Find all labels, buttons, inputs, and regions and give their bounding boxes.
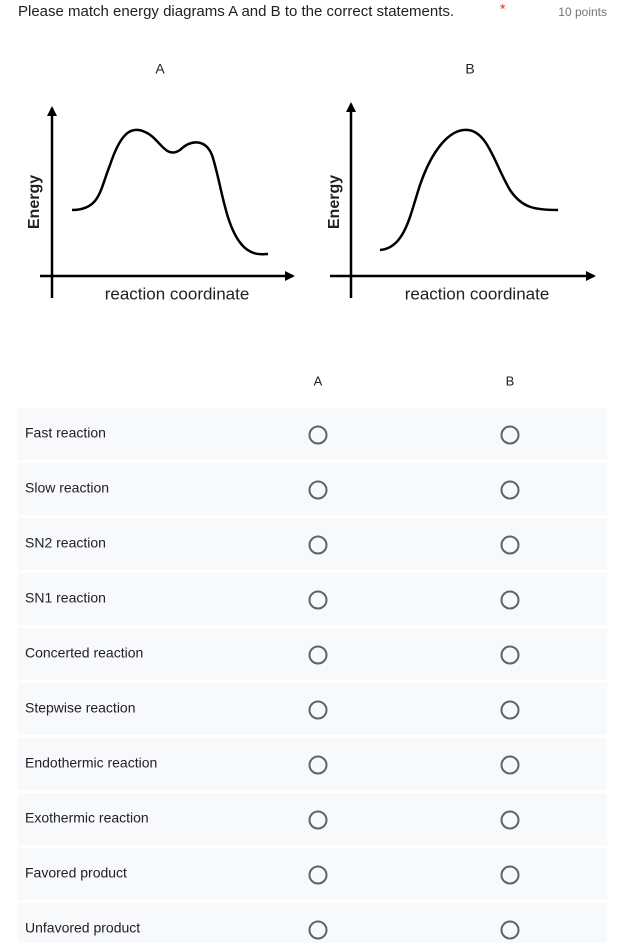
- radio-button[interactable]: [308, 480, 328, 500]
- radio-button[interactable]: [308, 645, 328, 665]
- column-header: A: [314, 373, 323, 388]
- column-header: B: [506, 373, 515, 388]
- row-label: Exothermic reaction: [25, 810, 149, 826]
- row-label: SN1 reaction: [25, 590, 106, 606]
- radio-button[interactable]: [308, 755, 328, 775]
- grid-row: [18, 463, 607, 515]
- x-axis-label: reaction coordinate: [105, 284, 250, 303]
- energy-curve: [71, 128, 269, 256]
- grid-row: [18, 793, 607, 845]
- radio-button[interactable]: [500, 755, 520, 775]
- row-label: Concerted reaction: [25, 645, 143, 661]
- grid-row: [18, 738, 607, 790]
- radio-button[interactable]: [308, 810, 328, 830]
- radio-button[interactable]: [308, 590, 328, 610]
- radio-button[interactable]: [500, 810, 520, 830]
- radio-button[interactable]: [500, 425, 520, 445]
- grid-row: [18, 573, 607, 625]
- radio-button[interactable]: [500, 480, 520, 500]
- radio-button[interactable]: [500, 920, 520, 940]
- row-label: Unfavored product: [25, 920, 140, 936]
- x-axis-label: reaction coordinate: [405, 284, 550, 303]
- radio-button[interactable]: [500, 645, 520, 665]
- diagram-a: A Energy reaction coordinate: [26, 61, 295, 303]
- grid-row: [18, 683, 607, 735]
- points: 10 points: [558, 5, 607, 19]
- diagram-label: B: [465, 61, 474, 77]
- diagram-b: B Energy reaction coordinate: [326, 61, 596, 303]
- grid-row: [18, 408, 607, 460]
- question-title: Please match energy diagrams A and B to …: [18, 3, 454, 20]
- radio-button[interactable]: [500, 865, 520, 885]
- row-label: Fast reaction: [25, 425, 106, 441]
- radio-button[interactable]: [308, 865, 328, 885]
- y-axis-label: Energy: [326, 175, 343, 229]
- grid-row: [18, 628, 607, 680]
- required-mark: *: [500, 1, 506, 17]
- row-label: Slow reaction: [25, 480, 109, 496]
- row-label: SN2 reaction: [25, 535, 106, 551]
- row-label: Stepwise reaction: [25, 700, 136, 716]
- diagram-label: A: [155, 61, 165, 77]
- radio-button[interactable]: [308, 425, 328, 445]
- radio-button[interactable]: [500, 535, 520, 555]
- radio-button[interactable]: [308, 700, 328, 720]
- radio-button[interactable]: [308, 535, 328, 555]
- row-label: Endothermic reaction: [25, 755, 157, 771]
- energy-curve: [379, 128, 559, 252]
- y-axis-label: Energy: [26, 175, 43, 229]
- row-label: Favored product: [25, 865, 127, 881]
- grid-row: [18, 518, 607, 570]
- radio-button[interactable]: [500, 590, 520, 610]
- grid-row: [18, 848, 607, 900]
- radio-button[interactable]: [308, 920, 328, 940]
- radio-button[interactable]: [500, 700, 520, 720]
